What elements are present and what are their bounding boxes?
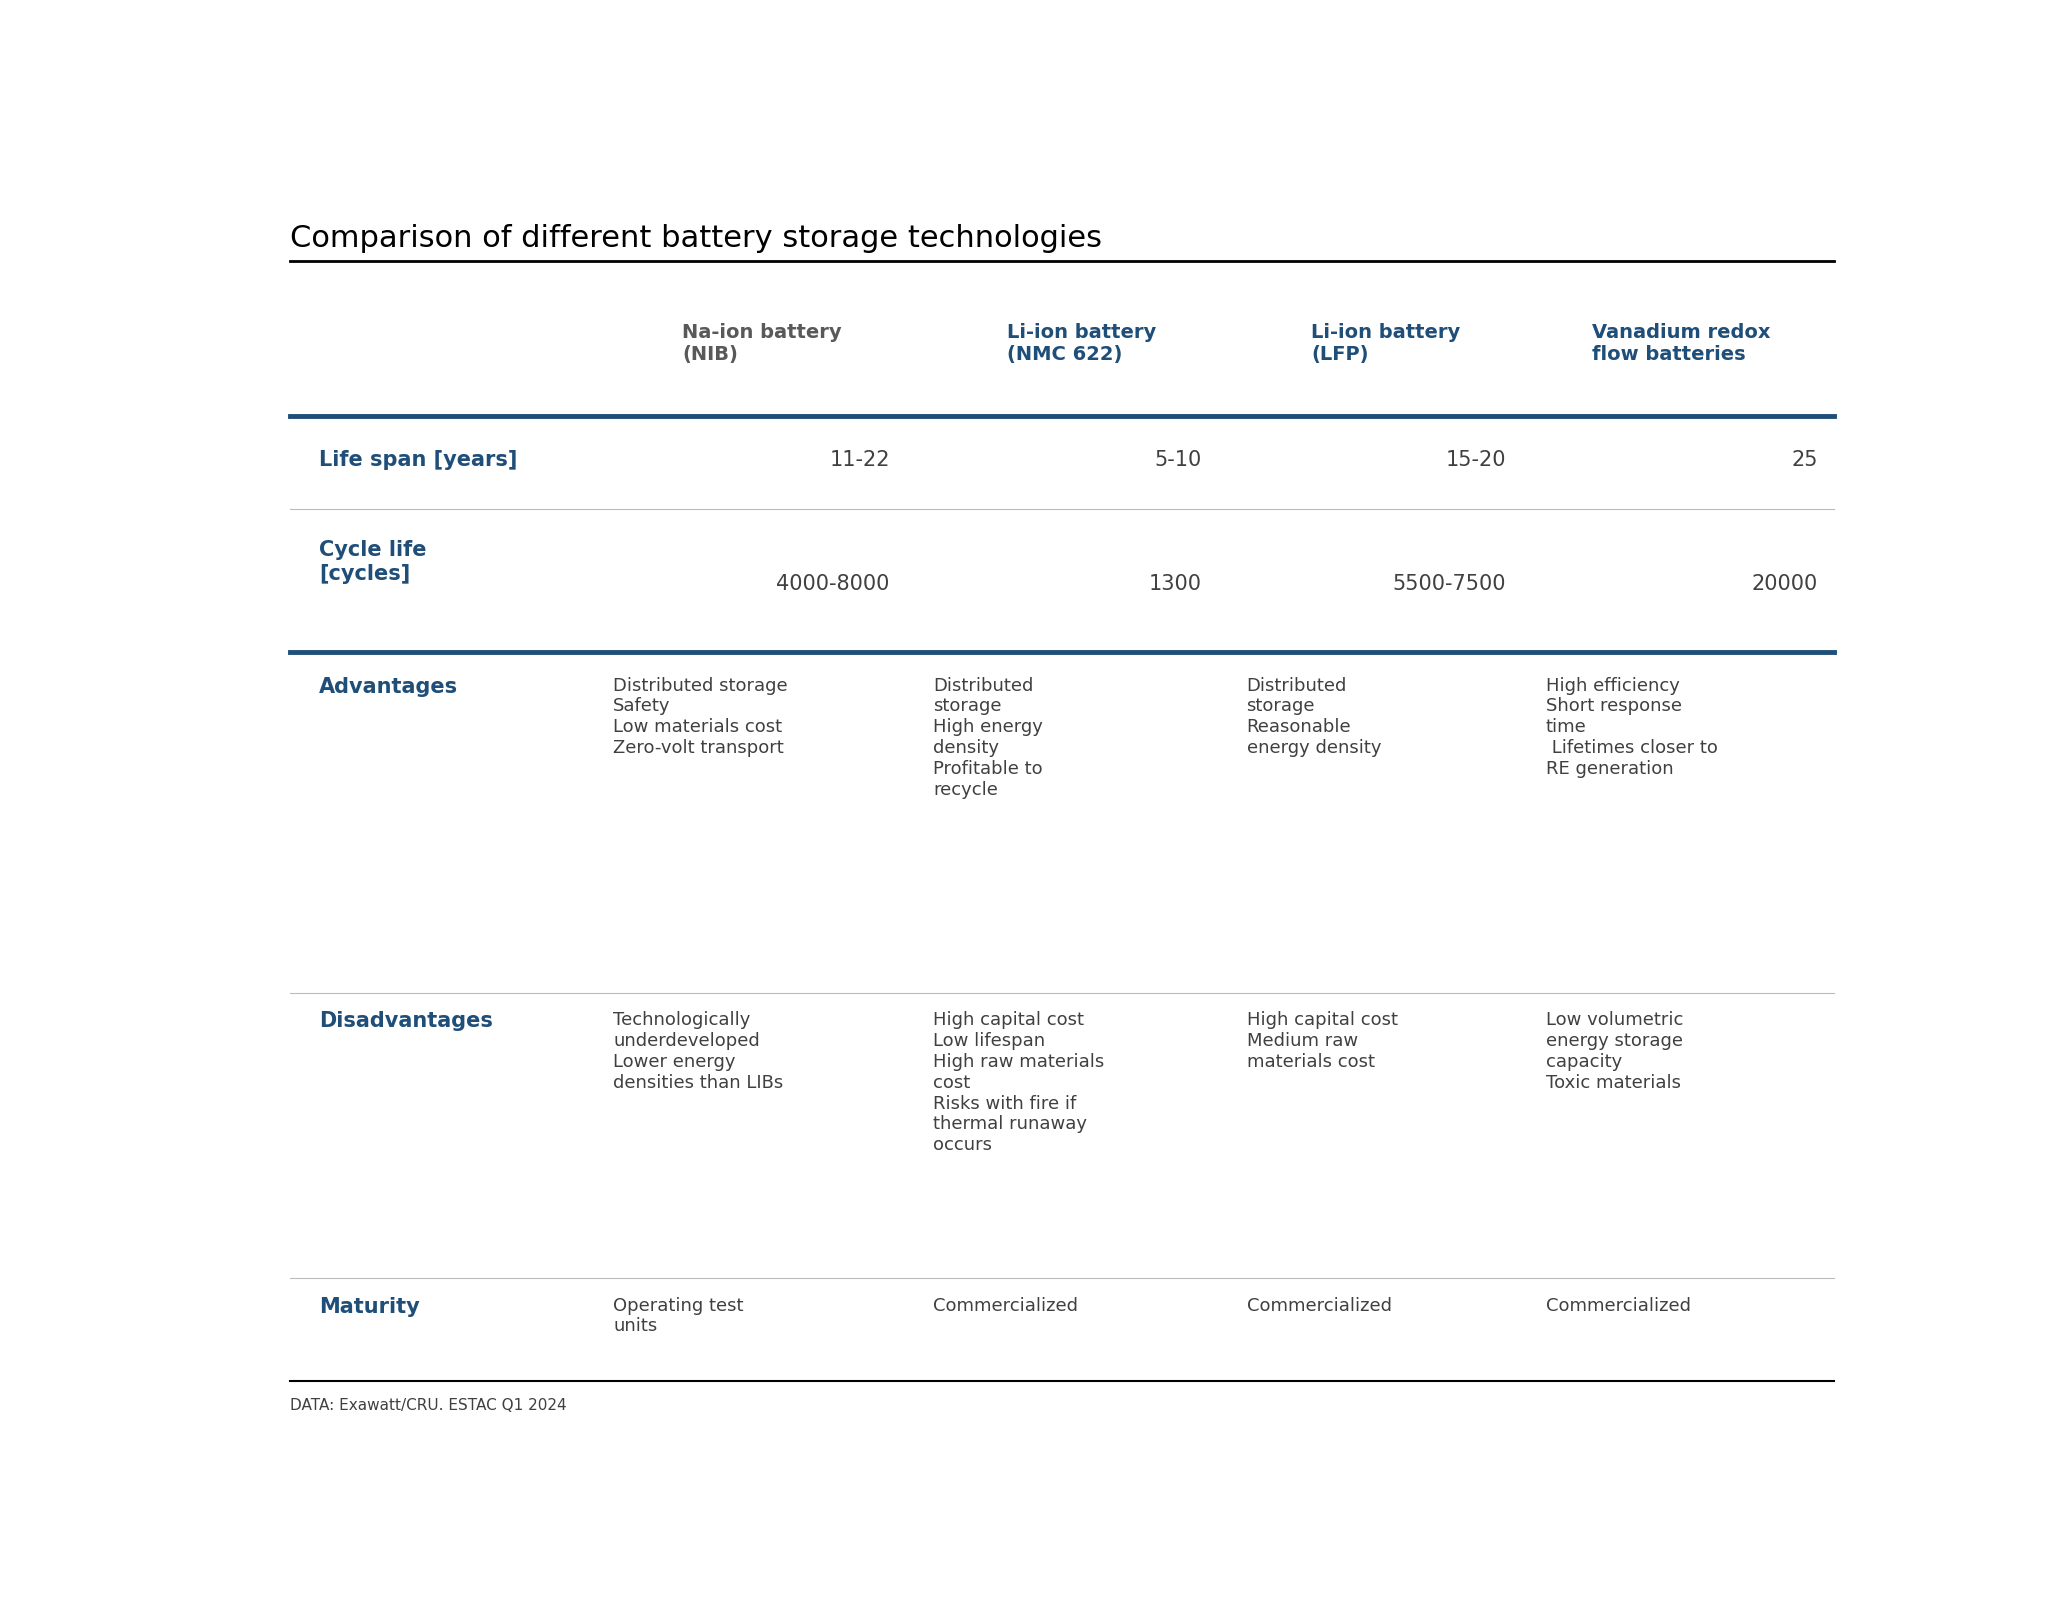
Text: 11-22: 11-22 [830, 449, 890, 470]
Text: High capital cost
Low lifespan
High raw materials
cost
Risks with fire if
therma: High capital cost Low lifespan High raw … [933, 1011, 1104, 1154]
Text: Advantages: Advantages [318, 676, 458, 697]
Text: Na-ion battery
(NIB): Na-ion battery (NIB) [681, 324, 842, 364]
Text: Comparison of different battery storage technologies: Comparison of different battery storage … [289, 224, 1102, 253]
Text: Disadvantages: Disadvantages [318, 1011, 493, 1032]
Text: High efficiency
Short response
time
 Lifetimes closer to
RE generation: High efficiency Short response time Life… [1546, 676, 1717, 778]
Text: Li-ion battery
(LFP): Li-ion battery (LFP) [1311, 324, 1461, 364]
Text: Commercialized: Commercialized [1546, 1296, 1690, 1314]
Text: Commercialized: Commercialized [1247, 1296, 1391, 1314]
Text: High capital cost
Medium raw
materials cost: High capital cost Medium raw materials c… [1247, 1011, 1397, 1071]
Text: Vanadium redox
flow batteries: Vanadium redox flow batteries [1593, 324, 1771, 364]
Text: Life span [years]: Life span [years] [318, 449, 518, 470]
Text: 15-20: 15-20 [1445, 449, 1507, 470]
Text: 5500-7500: 5500-7500 [1393, 573, 1507, 594]
Text: 4000-8000: 4000-8000 [776, 573, 890, 594]
Text: Maturity: Maturity [318, 1296, 419, 1317]
Text: 20000: 20000 [1752, 573, 1818, 594]
Text: Commercialized: Commercialized [933, 1296, 1077, 1314]
Text: Li-ion battery
(NMC 622): Li-ion battery (NMC 622) [1007, 324, 1156, 364]
Text: Distributed
storage
High energy
density
Profitable to
recycle: Distributed storage High energy density … [933, 676, 1042, 799]
Text: 25: 25 [1792, 449, 1818, 470]
Text: 5-10: 5-10 [1154, 449, 1201, 470]
Text: Operating test
units: Operating test units [613, 1296, 743, 1335]
Text: Low volumetric
energy storage
capacity
Toxic materials: Low volumetric energy storage capacity T… [1546, 1011, 1682, 1092]
Text: DATA: Exawatt/CRU. ESTAC Q1 2024: DATA: Exawatt/CRU. ESTAC Q1 2024 [289, 1397, 568, 1414]
Text: Technologically
underdeveloped
Lower energy
densities than LIBs: Technologically underdeveloped Lower ene… [613, 1011, 784, 1092]
Text: 1300: 1300 [1150, 573, 1201, 594]
Text: Cycle life
[cycles]: Cycle life [cycles] [318, 541, 427, 583]
Text: Distributed storage
Safety
Low materials cost
Zero-volt transport: Distributed storage Safety Low materials… [613, 676, 788, 757]
Text: Distributed
storage
Reasonable
energy density: Distributed storage Reasonable energy de… [1247, 676, 1381, 757]
